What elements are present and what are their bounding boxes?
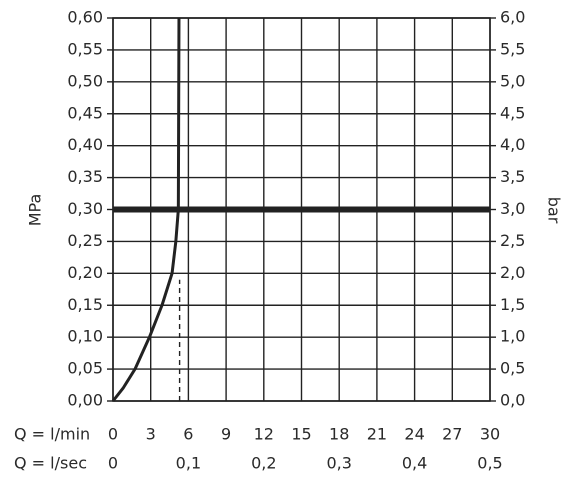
x2-tick-label: 0,1 [176,454,201,473]
x-axis-title: Q = l/min [14,425,90,444]
y2-tick-label: 4,0 [500,135,525,154]
x-tick-label: 0 [108,425,118,444]
y-tick-label: 0,30 [67,199,103,218]
x-tick-label: 24 [404,425,424,444]
x2-tick-label: 0,2 [251,454,276,473]
x2-axis-title: Q = l/sec [14,454,87,473]
y2-tick-label: 1,0 [500,327,525,346]
y-tick-label: 0,35 [67,167,103,186]
y2-tick-label: 5,5 [500,39,525,58]
y2-tick-label: 6,0 [500,8,525,27]
y-tick-label: 0,60 [67,8,103,27]
y2-tick-label: 4,5 [500,103,525,122]
y2-tick-label: 2,0 [500,263,525,282]
y-tick-label: 0,05 [67,359,103,378]
y-tick-label: 0,20 [67,263,103,282]
y-tick-label: 0,45 [67,103,103,122]
x-tick-label: 30 [480,425,500,444]
y-tick-label: 0,15 [67,295,103,314]
x-tick-label: 18 [329,425,349,444]
y-tick-label: 0,25 [67,231,103,250]
plot-frame [112,17,491,402]
y-tick-label: 0,10 [67,327,103,346]
x2-tick-label: 0,3 [326,454,351,473]
y2-axis-title: bar [545,197,564,224]
y-tick-label: 0,00 [67,391,103,410]
y2-tick-label: 2,5 [500,231,525,250]
y2-tick-label: 3,0 [500,199,525,218]
y2-tick-label: 5,0 [500,71,525,90]
x-tick-label: 6 [183,425,193,444]
y-tick-label: 0,40 [67,135,103,154]
x-tick-label: 27 [442,425,462,444]
y2-tick-label: 0,5 [500,359,525,378]
x-tick-label: 12 [254,425,274,444]
x-tick-label: 9 [221,425,231,444]
x2-tick-label: 0 [108,454,118,473]
x-tick-label: 15 [291,425,311,444]
curve [111,17,181,402]
y-tick-label: 0,55 [67,39,103,58]
x2-tick-label: 0,4 [402,454,427,473]
y2-tick-label: 1,5 [500,295,525,314]
x2-tick-label: 0,5 [477,454,502,473]
y-tick-label: 0,50 [67,71,103,90]
y2-tick-label: 3,5 [500,167,525,186]
y2-tick-label: 0,0 [500,391,525,410]
y-axis-title: MPa [26,194,45,227]
x-tick-label: 21 [367,425,387,444]
x-tick-label: 3 [146,425,156,444]
